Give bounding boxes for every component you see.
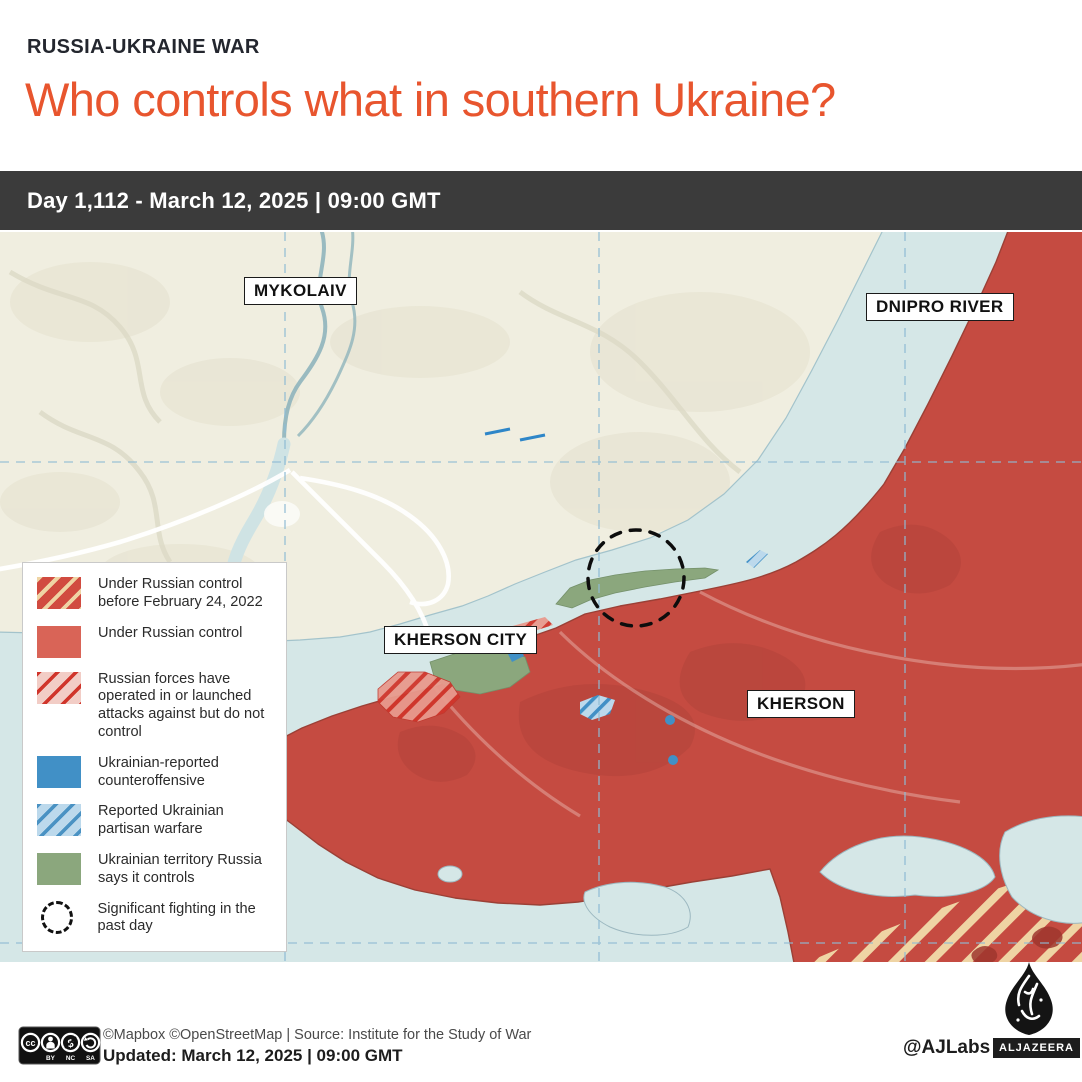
date-bar: Day 1,112 - March 12, 2025 | 09:00 GMT bbox=[0, 171, 1082, 230]
swatch-russian-control bbox=[37, 625, 81, 658]
terrain-shading bbox=[0, 262, 810, 600]
svg-text:NC: NC bbox=[66, 1055, 76, 1062]
map-label-kherson-city: KHERSON CITY bbox=[384, 626, 538, 654]
date-bar-text: Day 1,112 - March 12, 2025 | 09:00 GMT bbox=[27, 188, 441, 213]
updated-timestamp: Updated: March 12, 2025 | 09:00 GMT bbox=[103, 1046, 403, 1065]
legend-label: Ukrainian territory Russia says it contr… bbox=[98, 851, 262, 886]
legend-item: Under Russian control bbox=[37, 625, 276, 658]
legend-label: Russian forces have operated in or launc… bbox=[98, 670, 265, 740]
legend-item: Under Russian control before February 24… bbox=[37, 576, 276, 612]
swatch-significant-fighting bbox=[41, 900, 74, 934]
map-label-mykolaiv: MYKOLAIV bbox=[244, 277, 357, 305]
svg-text:$: $ bbox=[67, 1038, 73, 1050]
legend-label: Reported Ukrainian partisan warfare bbox=[98, 803, 224, 838]
map-artwork bbox=[0, 232, 1082, 962]
aljazeera-wordmark: ALJAZEERA bbox=[993, 1038, 1081, 1058]
legend-item: Significant fighting in the past day bbox=[37, 900, 276, 937]
lagoons bbox=[437, 815, 1082, 936]
crimea-islets bbox=[971, 926, 1063, 962]
swatch-pre2022-russian-control bbox=[37, 577, 81, 609]
map: MYKOLAIV DNIPRO RIVER KHERSON CITY KHERS… bbox=[0, 232, 1082, 962]
svg-text:BY: BY bbox=[46, 1055, 56, 1062]
legend-item: Ukrainian-reported counteroffensive bbox=[37, 755, 276, 791]
legend-item: Reported Ukrainian partisan warfare bbox=[37, 803, 276, 839]
legend-item: Russian forces have operated in or launc… bbox=[37, 671, 276, 742]
cc-sa-icon bbox=[80, 1032, 101, 1053]
svg-text:SA: SA bbox=[86, 1055, 95, 1062]
svg-text:cc: cc bbox=[25, 1038, 35, 1048]
legend-label: Significant fighting in the past day bbox=[97, 900, 256, 935]
cc-nc-icon bbox=[60, 1032, 81, 1053]
swatch-partisan-warfare bbox=[37, 804, 81, 837]
swatch-counteroffensive bbox=[37, 755, 81, 788]
legend-item: Ukrainian territory Russia says it contr… bbox=[37, 852, 276, 888]
legend-label: Under Russian control bbox=[98, 624, 243, 641]
map-attribution: ©Mapbox ©OpenStreetMap | Source: Institu… bbox=[103, 1027, 532, 1043]
cc-by-icon bbox=[40, 1032, 61, 1053]
swatch-claimed-territory bbox=[37, 852, 81, 885]
page-title: Who controls what in southern Ukraine? bbox=[25, 73, 836, 126]
swatch-attacked-not-controlled bbox=[37, 671, 81, 704]
legend: Under Russian control before February 24… bbox=[22, 562, 287, 953]
legend-label: Under Russian control before February 24… bbox=[98, 576, 263, 610]
area-claimed-green bbox=[429, 567, 720, 695]
significant-fighting-circle bbox=[586, 528, 686, 628]
cc-license-badge: cc $ BY NC SA bbox=[18, 1026, 101, 1065]
map-label-kherson: KHERSON bbox=[747, 690, 855, 718]
cc-icon bbox=[20, 1032, 41, 1053]
valley-lines bbox=[8, 269, 742, 564]
city-patch bbox=[264, 501, 300, 527]
kicker: RUSSIA-UKRAINE WAR bbox=[27, 36, 260, 58]
legend-label: Ukrainian-reported counteroffensive bbox=[98, 754, 219, 789]
map-label-dnipro-river: DNIPRO RIVER bbox=[866, 293, 1014, 321]
ajlabs-credit: @AJLabs bbox=[903, 1037, 991, 1058]
aljazeera-logo-icon bbox=[1005, 962, 1053, 1035]
